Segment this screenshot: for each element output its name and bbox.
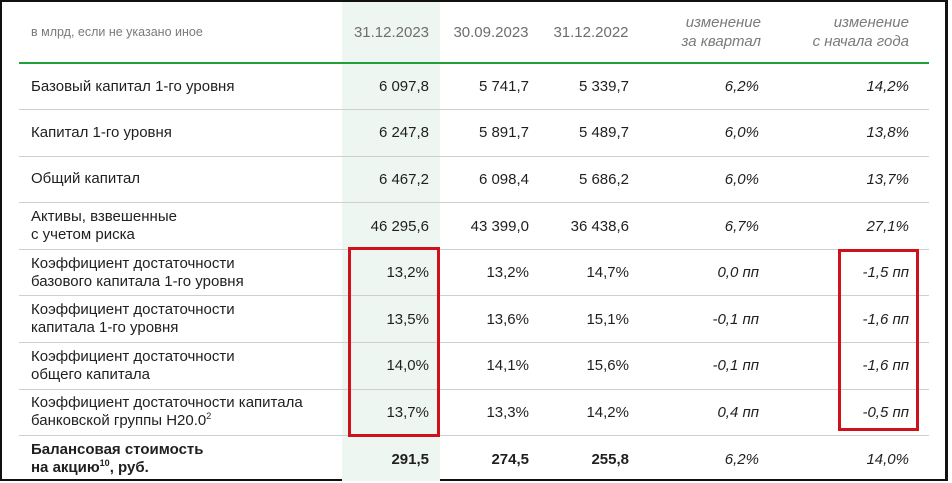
value-change-quarter: 6,0% (641, 156, 781, 204)
capital-adequacy-table: в млрд, если не указано иное 31.12.2023 … (19, 2, 929, 482)
table-row: Капитал 1-го уровня 6 247,8 5 891,7 5 48… (19, 109, 929, 157)
value-change-ytd: -1,6 пп (781, 342, 929, 390)
value-sep-2023: 43 399,0 (441, 202, 541, 250)
row-label: Капитал 1-го уровня (19, 109, 342, 157)
table-row: Коэффициент достаточности капитала 1-го у… (19, 295, 929, 344)
value-change-ytd: -0,5 пп (781, 389, 929, 437)
value-sep-2023: 13,6% (441, 295, 541, 344)
table-row: Коэффициент достаточности общего капитала… (19, 342, 929, 390)
value-dec-2023: 13,5% (342, 295, 441, 344)
value-dec-2023: 14,0% (342, 342, 441, 390)
value-dec-2022: 5 339,7 (541, 63, 641, 111)
column-header-sep-2023: 30.09.2023 (441, 2, 541, 64)
value-dec-2023: 13,7% (342, 389, 441, 437)
value-dec-2022: 15,1% (541, 295, 641, 344)
value-change-ytd: 14,2% (781, 63, 929, 111)
value-dec-2022: 15,6% (541, 342, 641, 390)
value-change-quarter: 6,2% (641, 63, 781, 111)
table-row: Базовый капитал 1-го уровня 6 097,8 5 74… (19, 63, 929, 111)
value-dec-2023: 6 247,8 (342, 109, 441, 157)
value-dec-2022: 255,8 (591, 450, 629, 468)
value-sep-2023: 274,5 (491, 450, 529, 468)
value-sep-2023: 13,2% (441, 249, 541, 297)
value-dec-2023: 46 295,6 (342, 202, 441, 250)
value-sep-2023: 14,1% (441, 342, 541, 390)
table-row: Коэффициент достаточности базового капита… (19, 249, 929, 297)
row-label: Балансовая стоимость на акцию10, руб. (31, 441, 204, 477)
value-change-ytd: -1,5 пп (781, 249, 929, 297)
value-sep-2023: 5 891,7 (441, 109, 541, 157)
value-dec-2022: 36 438,6 (541, 202, 641, 250)
row-label: Активы, взвешенные с учетом риска (19, 202, 342, 250)
table-row: Общий капитал 6 467,2 6 098,4 5 686,2 6,… (19, 156, 929, 204)
value-dec-2023: 291,5 (391, 450, 429, 468)
row-label: Общий капитал (19, 156, 342, 204)
value-dec-2022: 14,7% (541, 249, 641, 297)
value-dec-2023: 6 467,2 (342, 156, 441, 204)
highlight-box-ytd-change (838, 249, 919, 431)
value-change-quarter: 6,0% (641, 109, 781, 157)
value-change-quarter: 0,0 пп (641, 249, 781, 297)
row-label: Коэффициент достаточности капитала 1-го у… (19, 295, 342, 344)
row-label: Коэффициент достаточности общего капитала (19, 342, 342, 390)
value-sep-2023: 5 741,7 (441, 63, 541, 111)
value-sep-2023: 13,3% (441, 389, 541, 437)
column-header-change-quarter: изменение за квартал (641, 2, 781, 64)
highlight-box-current-ratios (348, 247, 440, 437)
units-note: в млрд, если не указано иное (19, 2, 342, 64)
row-label: Коэффициент достаточности капитала банков… (19, 389, 342, 437)
value-sep-2023: 6 098,4 (441, 156, 541, 204)
table-row: Активы, взвешенные с учетом риска 46 295,… (19, 202, 929, 250)
column-header-dec-2022: 31.12.2022 (541, 2, 641, 64)
value-change-quarter: -0,1 пп (641, 342, 781, 390)
value-change-ytd: 27,1% (781, 202, 929, 250)
table-row: Коэффициент достаточности капитала банков… (19, 389, 929, 437)
value-change-quarter: 6,2% (724, 450, 759, 468)
column-header-change-ytd: изменение с начала года (781, 2, 929, 64)
row-label: Коэффициент достаточности базового капита… (19, 249, 342, 297)
value-change-ytd: 14,0% (866, 450, 909, 468)
value-dec-2023: 13,2% (342, 249, 441, 297)
value-change-quarter: 0,4 пп (641, 389, 781, 437)
value-change-ytd: 13,7% (781, 156, 929, 204)
value-dec-2022: 5 489,7 (541, 109, 641, 157)
value-change-ytd: -1,6 пп (781, 295, 929, 344)
value-dec-2022: 14,2% (541, 389, 641, 437)
footnote-marker: 10 (99, 458, 110, 469)
column-header-dec-2023: 31.12.2023 (342, 2, 441, 64)
value-dec-2022: 5 686,2 (541, 156, 641, 204)
value-change-quarter: 6,7% (641, 202, 781, 250)
table-header-row: в млрд, если не указано иное 31.12.2023 … (19, 2, 929, 64)
row-label: Базовый капитал 1-го уровня (19, 63, 342, 111)
value-dec-2023: 6 097,8 (342, 63, 441, 111)
table-row-book-value: Балансовая стоимость на акцию10, руб. 291… (19, 436, 929, 483)
footnote-marker: 2 (206, 411, 212, 422)
value-change-ytd: 13,8% (781, 109, 929, 157)
value-change-quarter: -0,1 пп (641, 295, 781, 344)
